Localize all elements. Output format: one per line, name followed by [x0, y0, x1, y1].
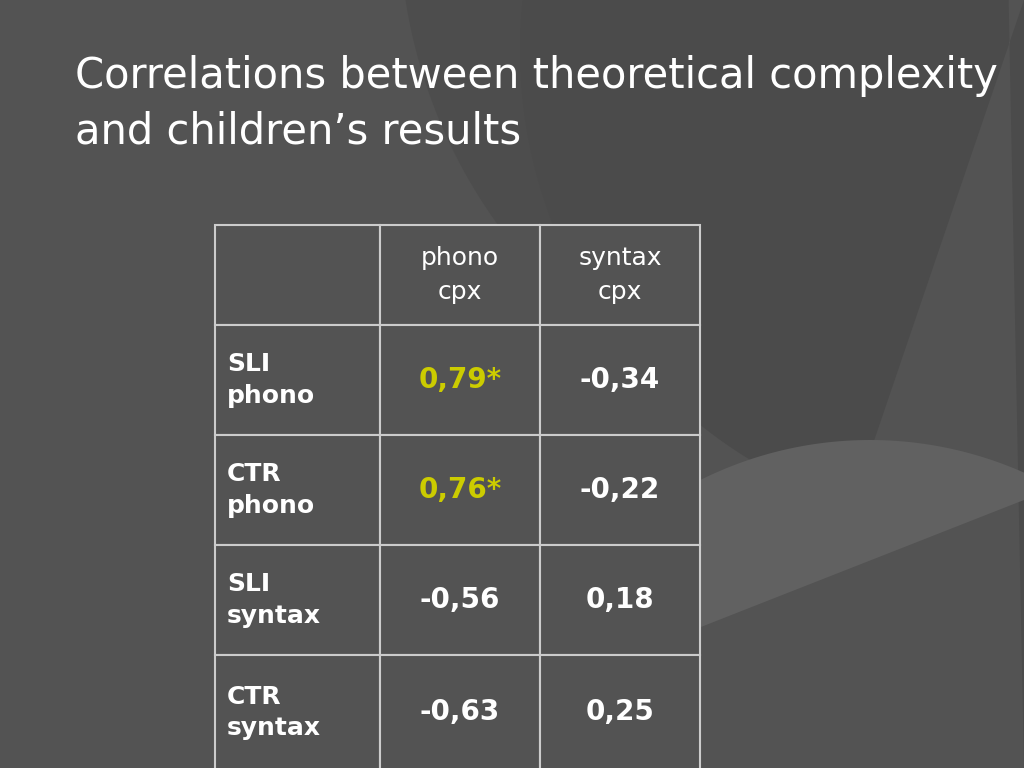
Text: -0,63: -0,63 [420, 699, 500, 727]
Text: phono
cpx: phono cpx [421, 247, 499, 304]
PathPatch shape [520, 0, 1024, 768]
Polygon shape [400, 0, 839, 434]
Text: -0,22: -0,22 [580, 476, 660, 504]
Bar [215, 325, 380, 435]
Bar [380, 435, 540, 545]
Text: Correlations between theoretical complexity
and children’s results: Correlations between theoretical complex… [75, 55, 997, 152]
Text: 0,76*: 0,76* [419, 476, 502, 504]
Bar [215, 225, 380, 325]
Bar [540, 545, 700, 655]
Text: SLI
phono: SLI phono [227, 353, 315, 408]
Bar [540, 435, 700, 545]
Text: 0,25: 0,25 [586, 699, 654, 727]
Text: SLI
syntax: SLI syntax [227, 572, 321, 627]
Bar [380, 655, 540, 768]
Bar [215, 545, 380, 655]
Text: 0,79*: 0,79* [419, 366, 502, 394]
Bar [215, 655, 380, 768]
Text: CTR
phono: CTR phono [227, 462, 315, 518]
Bar [380, 325, 540, 435]
Text: -0,56: -0,56 [420, 586, 500, 614]
PathPatch shape [509, 440, 1024, 768]
Text: -0,34: -0,34 [580, 366, 660, 394]
Bar [380, 225, 540, 325]
Text: syntax
cpx: syntax cpx [579, 247, 662, 304]
Bar [540, 655, 700, 768]
Text: CTR
syntax: CTR syntax [227, 685, 321, 740]
Bar [540, 225, 700, 325]
Bar [380, 545, 540, 655]
Text: 0,18: 0,18 [586, 586, 654, 614]
Bar [215, 435, 380, 545]
Bar [540, 325, 700, 435]
